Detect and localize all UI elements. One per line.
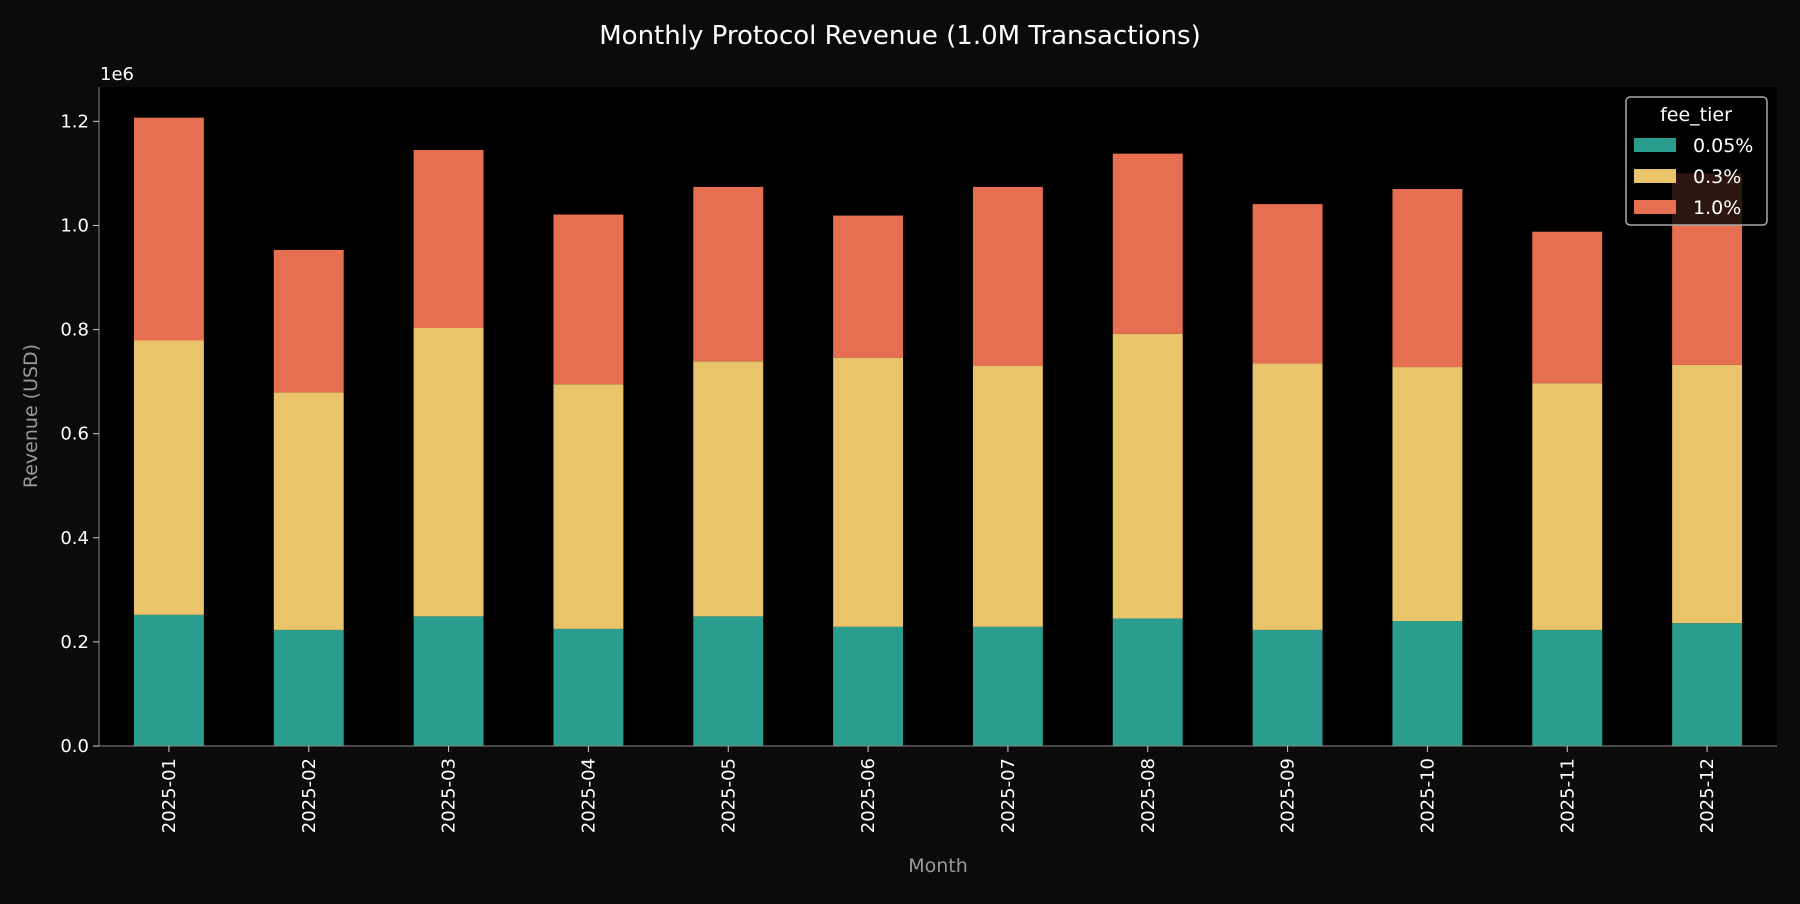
x-tick-label: 2025-03 [439,758,460,833]
bar-2025-09-1.0% [1252,204,1323,364]
x-tick-label: 2025-01 [159,758,180,833]
bar-2025-08-1.0% [1112,153,1183,334]
legend-box [1625,96,1768,226]
x-tick-label: 2025-06 [858,758,879,833]
legend-swatch-0.05% [1634,138,1676,152]
bar-2025-12-0.05% [1672,623,1743,746]
bar-2025-02-0.3% [273,392,344,630]
legend-label: 1.0% [1693,197,1741,219]
bar-2025-03-1.0% [413,149,484,329]
y-tick-label: 0.4 [60,528,89,549]
legend-label: 0.05% [1693,135,1753,157]
bar-2025-07-0.3% [972,366,1043,627]
x-tick-label: 2025-02 [299,758,320,833]
bar-2025-05-0.3% [693,361,764,617]
bar-2025-09-0.05% [1252,629,1323,746]
bar-2025-01-0.3% [133,340,204,615]
bar-2025-04-1.0% [553,214,624,385]
bar-2025-06-0.05% [833,626,904,746]
bar-2025-06-1.0% [833,215,904,358]
y-tick-label: 0.0 [60,736,89,757]
x-tick-label: 2025-10 [1417,758,1438,833]
bar-2025-03-0.05% [413,616,484,746]
bar-2025-11-0.05% [1532,629,1603,746]
bar-2025-07-1.0% [972,186,1043,367]
y-axis-label: Revenue (USD) [20,344,42,488]
y-offset-label: 1e6 [100,64,134,85]
x-tick-label: 2025-08 [1138,758,1159,833]
x-tick-label: 2025-04 [578,758,599,833]
x-tick-label: 2025-11 [1557,758,1578,833]
bar-2025-09-0.3% [1252,363,1323,630]
x-tick-label: 2025-05 [718,758,739,833]
legend-label: 0.3% [1693,166,1741,188]
bar-2025-04-0.3% [553,384,624,629]
x-ticks: 2025-01 2025-02 2025-03 2025-04 2025-05 2025-… [159,746,1718,833]
bar-2025-05-1.0% [693,186,764,362]
bar-2025-06-0.3% [833,357,904,627]
x-tick-label: 2025-12 [1697,758,1718,833]
bar-2025-02-1.0% [273,249,344,393]
y-tick-label: 0.2 [60,632,89,653]
bar-2025-01-1.0% [133,117,204,341]
legend-swatch-1.0% [1634,200,1676,214]
bar-2025-04-0.05% [553,628,624,746]
bar-2025-10-0.3% [1392,367,1463,622]
bar-2025-08-0.05% [1112,618,1183,746]
y-ticks: 0.0 0.2 0.4 0.6 0.8 1.0 1.2 [60,111,99,757]
x-axis-label: Month [908,855,968,877]
bar-2025-11-1.0% [1532,231,1603,384]
bar-2025-01-0.05% [133,614,204,746]
y-tick-label: 0.8 [60,320,89,341]
bar-2025-10-1.0% [1392,189,1463,368]
legend-swatch-0.3% [1634,169,1676,183]
bar-2025-02-0.05% [273,629,344,746]
y-tick-label: 1.0 [60,215,89,236]
bar-2025-05-0.05% [693,616,764,746]
y-tick-label: 0.6 [60,424,89,445]
bar-2025-07-0.05% [972,626,1043,746]
bars [133,117,1743,746]
y-tick-label: 1.2 [60,111,89,132]
bar-2025-03-0.3% [413,328,484,617]
bar-2025-11-0.3% [1532,383,1603,630]
chart-title: Monthly Protocol Revenue (1.0M Transacti… [599,21,1201,51]
legend: fee_tier 0.05% 0.3% 1.0% [1625,96,1768,226]
plot-area [99,87,1777,746]
x-tick-label: 2025-07 [998,758,1019,833]
legend-title: fee_tier [1660,104,1732,126]
bar-2025-12-0.3% [1672,364,1743,624]
x-tick-label: 2025-09 [1278,758,1299,833]
bar-2025-08-0.3% [1112,333,1183,619]
bar-2025-10-0.05% [1392,621,1463,746]
